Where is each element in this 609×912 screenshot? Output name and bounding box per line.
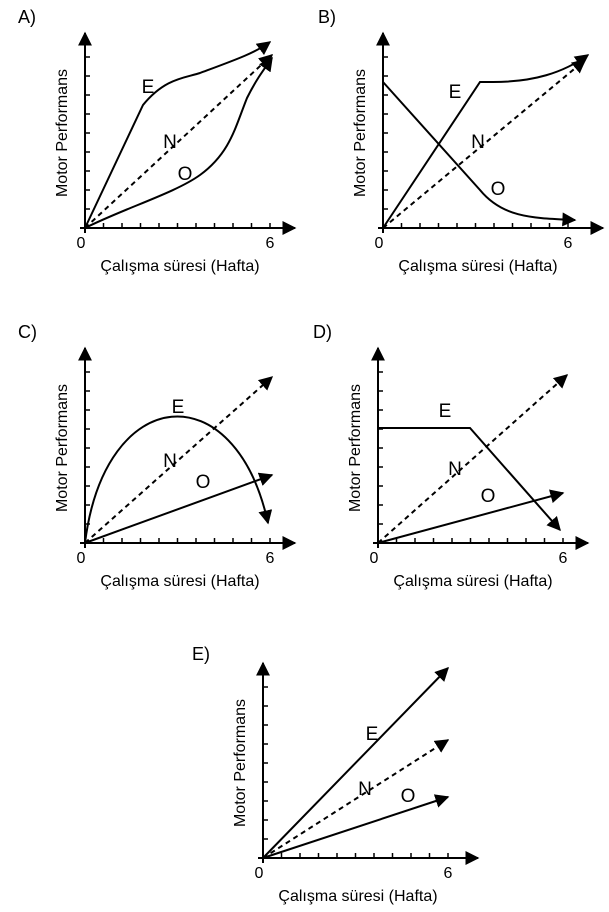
graph-panel: D) Motor Performans Çalışma süresi (Hafta)… [313,322,590,590]
curve [84,41,272,229]
x-tick-label: 6 [444,865,453,882]
y-axis-label: Motor Performans [54,69,71,197]
x-axis-label: Çalışma süresi (Hafta) [393,573,552,590]
graph-panel: C) Motor Performans Çalışma süresi (Hafta)… [18,322,297,590]
curve [262,666,449,859]
curve-label: E [366,724,379,745]
y-axis-label: Motor Performans [347,384,364,512]
curve [262,794,450,859]
curve [84,54,274,229]
curve-label: N [163,132,177,153]
x-tick-label: 0 [255,865,264,882]
curve-label: E [172,397,185,418]
x-axis-label: Çalışma süresi (Hafta) [100,258,259,275]
option-label: A) [18,7,36,27]
graph-panel: A) Motor Performans Çalışma süresi (Hafta)… [18,7,297,275]
x-axis-label: Çalışma süresi (Hafta) [278,888,437,905]
option-label: C) [18,322,37,342]
curve-label: N [448,459,462,480]
x-tick-label: 6 [266,235,275,252]
curve-label: N [471,132,485,153]
curve-label: E [439,401,452,422]
x-tick-label: 0 [77,550,86,567]
curve [378,427,561,532]
x-tick-label: 0 [77,235,86,252]
graph-panel: B) Motor Performans Çalışma süresi (Hafta)… [318,7,605,275]
curve [84,472,274,544]
x-axis-label: Çalışma süresi (Hafta) [398,258,557,275]
curve-label: O [196,472,211,493]
curve-label: N [358,779,372,800]
y-axis-label: Motor Performans [352,69,369,197]
x-tick-label: 6 [266,550,275,567]
curve [262,739,450,859]
x-tick-label: 6 [559,550,568,567]
curve [382,59,587,229]
x-tick-label: 6 [564,235,573,252]
option-label: B) [318,7,336,27]
curve-label: E [449,82,462,103]
curve-label: N [163,451,177,472]
curve-label: E [142,77,155,98]
graph-panel: E) Motor Performans Çalışma süresi (Hafta)… [192,644,480,905]
y-axis-label: Motor Performans [232,699,249,827]
x-tick-label: 0 [370,550,379,567]
x-tick-label: 0 [375,235,384,252]
curve-label: O [401,786,416,807]
option-label: E) [192,644,210,664]
curve [377,374,569,544]
curve-label: O [481,486,496,507]
curve-label: O [491,179,506,200]
curve [382,81,577,227]
curve-label: O [178,164,193,185]
option-label: D) [313,322,332,342]
curve [84,56,273,229]
curve [84,376,274,544]
y-axis-label: Motor Performans [54,384,71,512]
curve [84,415,273,544]
x-axis-label: Çalışma süresi (Hafta) [100,573,259,590]
curve [377,489,565,544]
